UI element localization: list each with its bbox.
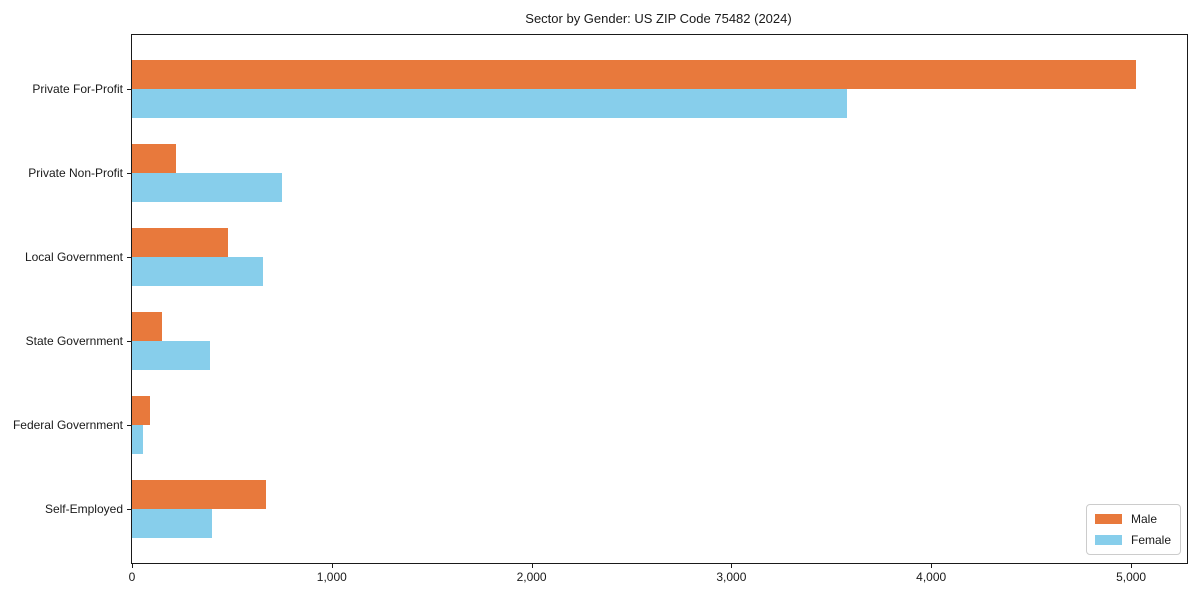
category-label-state-government: State Government [25,334,123,348]
male-bar-local-government [132,228,228,257]
plot-area: Private For-Profit Private Non-Profit Loca… [13,34,1188,584]
legend-label-female: Female [1130,533,1171,547]
x-tick-0 [132,564,133,568]
female-bar-private-non-profit [132,173,282,202]
x-tick-5000 [1131,564,1133,568]
category-label-private-non-profit: Private Non-Profit [28,166,123,180]
male-bar-private-non-profit [132,144,176,173]
male-swatch-icon [1094,514,1122,524]
female-bar-private-for-profit [132,89,848,118]
x-tick-1000 [331,564,333,568]
male-bar-state-government [132,312,162,341]
category-label-self-employed: Self-Employed [44,502,123,516]
x-tick-label-2000: 2,000 [516,570,547,584]
female-bar-state-government [132,341,210,370]
x-tick-label-3000: 3,000 [716,570,747,584]
category-label-private-for-profit: Private For-Profit [32,82,123,96]
legend: Male Female [1085,504,1181,555]
x-tick-label-0: 0 [128,570,136,584]
x-tick-label-5000: 5,000 [1116,570,1147,584]
male-bar-private-for-profit [132,60,1136,89]
chart-title: Sector by Gender: US ZIP Code 75482 (202… [525,11,792,26]
female-bar-self-employed [132,509,212,538]
x-tick-label-1000: 1,000 [316,570,347,584]
male-bar-federal-government [132,396,150,425]
x-tick-4000 [931,564,933,568]
y-tick-private-non-profit [127,173,131,174]
female-swatch-icon [1094,535,1122,545]
legend-label-male: Male [1130,512,1157,526]
x-tick-3000 [731,564,733,568]
category-label-federal-government: Federal Government [12,418,123,432]
category-label-local-government: Local Government [24,250,123,264]
legend-entry-male: Male [1094,512,1171,526]
female-bar-federal-government [132,425,143,454]
x-tick-2000 [531,564,533,568]
y-tick-self-employed [127,509,131,510]
y-tick-state-government [127,341,131,342]
y-tick-federal-government [127,425,131,426]
legend-entry-female: Female [1094,533,1171,547]
x-tick-label-4000: 4,000 [916,570,947,584]
male-bar-self-employed [132,480,266,509]
y-tick-private-for-profit [127,89,131,90]
y-tick-local-government [127,257,131,258]
female-bar-local-government [132,257,263,286]
